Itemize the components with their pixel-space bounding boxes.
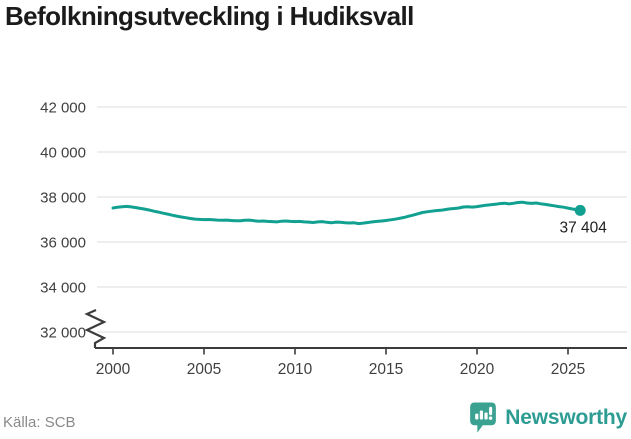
endpoint-dot — [574, 204, 586, 216]
x-tick-label: 2015 — [369, 361, 403, 378]
chart-footer: Källa: SCB Newsworthy — [0, 397, 631, 439]
population-line — [111, 200, 582, 226]
x-tick-label: 2020 — [460, 361, 495, 378]
x-tick-label: 2005 — [187, 361, 221, 378]
y-tick-label: 38 000 — [40, 190, 86, 207]
population-line-chart: 42 000 40 000 38 000 36 000 34 000 32 000 2000… — [40, 100, 627, 378]
brand-name: Newsworthy — [505, 406, 627, 429]
y-tick-label: 32 000 — [40, 325, 86, 342]
y-tick-label: 36 000 — [40, 235, 86, 252]
axis-break-icon — [84, 308, 107, 348]
x-tick-label: 2025 — [551, 361, 585, 378]
source-label: Källa: SCB — [3, 414, 76, 431]
newsworthy-logo: Newsworthy — [468, 401, 627, 435]
x-tick-label: 2000 — [96, 361, 131, 378]
y-tick-label: 34 000 — [40, 280, 86, 297]
y-tick-label: 40 000 — [40, 145, 86, 162]
endpoint-value-label: 37 404 — [559, 219, 607, 236]
chart-title: Befolkningsutveckling i Hudiksvall — [5, 1, 414, 31]
x-tick-label: 2010 — [278, 361, 313, 378]
y-tick-label: 42 000 — [40, 100, 86, 117]
newsworthy-badge-icon — [470, 402, 497, 433]
